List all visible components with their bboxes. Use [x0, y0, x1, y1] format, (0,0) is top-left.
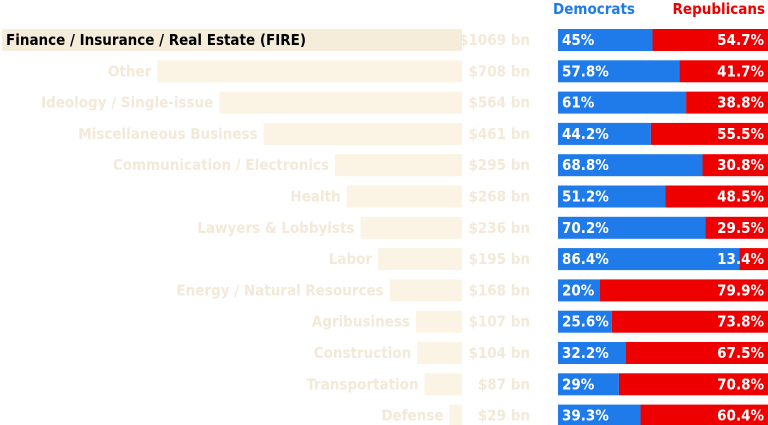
democrat-bar [558, 342, 626, 364]
republican-pct-label: 38.8% [717, 94, 764, 112]
republican-pct-label: 55.5% [717, 125, 764, 143]
total-bar [424, 373, 462, 396]
category-label: Transportation [306, 375, 418, 393]
total-bar [263, 122, 462, 145]
democrat-pct-label: 70.2% [562, 219, 609, 237]
republican-bar [705, 216, 768, 239]
total-value-label: $87 bn [478, 375, 530, 393]
democrat-pct-label: 51.2% [562, 188, 609, 206]
democrat-bar [558, 216, 706, 239]
republican-bar [640, 404, 768, 425]
total-bar [417, 342, 462, 364]
republican-bar [618, 373, 768, 396]
total-bar [378, 248, 462, 271]
republican-bar [652, 29, 768, 51]
republican-pct-label: 60.4% [717, 407, 764, 425]
democrat-pct-label: 68.8% [562, 156, 609, 174]
republican-bar [679, 60, 768, 83]
total-value-label: $195 bn [468, 250, 530, 268]
legend-republicans: Republicans [673, 0, 765, 18]
category-label: Other [108, 62, 152, 80]
category-label: Defense [381, 407, 443, 425]
democrat-bar [558, 279, 600, 302]
democrat-pct-label: 20% [562, 281, 595, 299]
category-label: Construction [314, 344, 412, 362]
republican-pct-label: 13.4% [717, 250, 764, 268]
republican-pct-label: 67.5% [717, 344, 764, 362]
republican-bar [702, 154, 768, 177]
democrat-bar [558, 248, 740, 271]
democrat-bar [558, 373, 619, 396]
total-value-label: $236 bn [468, 219, 530, 237]
total-value-label: $104 bn [468, 344, 530, 362]
republican-pct-label: 48.5% [717, 188, 764, 206]
republican-pct-label: 79.9% [717, 281, 764, 299]
category-label: Communication / Electronics [113, 156, 329, 174]
republican-pct-label: 29.5% [717, 219, 764, 237]
republican-bar [600, 279, 768, 302]
democrat-pct-label: 29% [562, 375, 595, 393]
democrat-bar [558, 60, 680, 83]
category-label: Health [290, 188, 340, 206]
total-bar [389, 279, 462, 302]
total-bar [219, 91, 462, 114]
category-label: Lawyers & Lobbyists [197, 219, 354, 237]
democrat-pct-label: 39.3% [562, 407, 609, 425]
total-value-label: $708 bn [468, 62, 530, 80]
republican-pct-label: 54.7% [717, 31, 764, 49]
democrat-bar [558, 29, 653, 51]
category-label: Agribusiness [312, 313, 410, 331]
total-value-label: $564 bn [468, 94, 530, 112]
category-label: Finance / Insurance / Real Estate (FIRE) [6, 31, 306, 49]
total-bar [360, 216, 462, 239]
legend-democrats: Democrats [553, 0, 635, 18]
republican-pct-label: 73.8% [717, 313, 764, 331]
total-value-label: $168 bn [468, 281, 530, 299]
democrat-bar [558, 91, 687, 114]
democrat-pct-label: 25.6% [562, 313, 609, 331]
democrat-bar [558, 404, 641, 425]
category-label: Miscellaneous Business [78, 125, 257, 143]
democrat-bar [558, 310, 612, 333]
republican-bar [665, 185, 768, 208]
total-value-label: $107 bn [468, 313, 530, 331]
republican-pct-label: 30.8% [717, 156, 764, 174]
democrat-pct-label: 32.2% [562, 344, 609, 362]
total-value-label: $268 bn [468, 188, 530, 206]
democrat-bar [558, 185, 666, 208]
total-value-label: $1069 bn [459, 31, 530, 49]
republican-pct-label: 70.8% [717, 375, 764, 393]
republican-pct-label: 41.7% [717, 62, 764, 80]
total-bar [415, 310, 462, 333]
total-value-label: $29 bn [478, 407, 530, 425]
total-value-label: $295 bn [468, 156, 530, 174]
democrat-pct-label: 44.2% [562, 125, 609, 143]
republican-bar [611, 310, 768, 333]
total-bar [157, 60, 463, 83]
democrat-bar [558, 154, 703, 177]
category-label: Labor [329, 250, 373, 268]
category-label: Ideology / Single-issue [41, 94, 213, 112]
democrat-pct-label: 57.8% [562, 62, 609, 80]
democrat-pct-label: 86.4% [562, 250, 609, 268]
total-value-label: $461 bn [468, 125, 530, 143]
total-bar [335, 154, 462, 177]
total-bar [449, 404, 462, 425]
republican-bar [739, 248, 768, 271]
republican-bar [686, 91, 768, 114]
total-bar [2, 29, 462, 51]
democrat-pct-label: 61% [562, 94, 595, 112]
democrat-pct-label: 45% [562, 31, 595, 49]
total-bar [346, 185, 462, 208]
republican-bar [650, 122, 768, 145]
democrat-bar [558, 122, 651, 145]
republican-bar [625, 342, 768, 364]
category-label: Energy / Natural Resources [176, 281, 383, 299]
